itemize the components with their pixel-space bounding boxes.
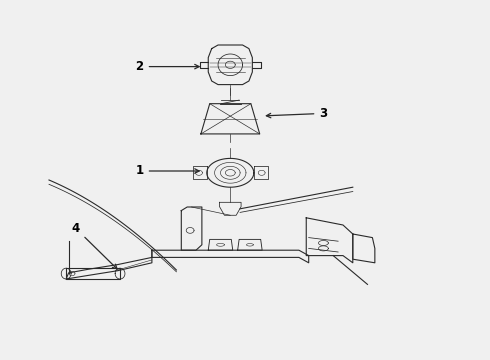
Text: 3: 3 bbox=[267, 107, 327, 120]
Text: 1: 1 bbox=[136, 165, 199, 177]
Text: 2: 2 bbox=[136, 60, 199, 73]
Text: 4: 4 bbox=[72, 222, 117, 269]
